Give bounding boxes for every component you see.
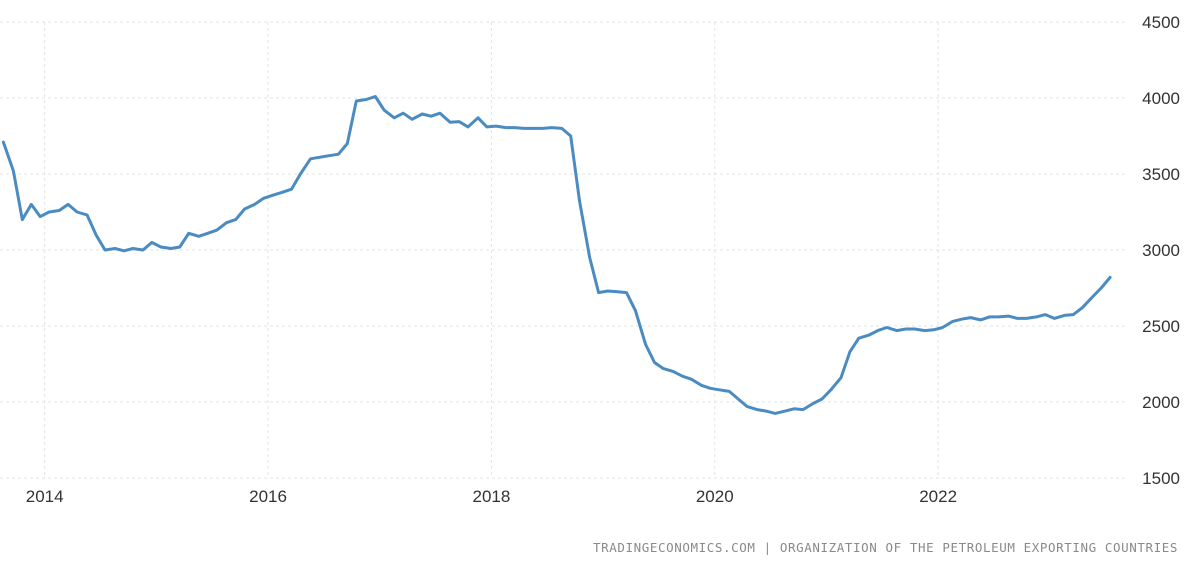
x-tick-label: 2014 xyxy=(26,487,64,506)
y-tick-label: 4000 xyxy=(1142,89,1180,108)
y-tick-label: 4500 xyxy=(1142,13,1180,32)
y-tick-label: 3000 xyxy=(1142,241,1180,260)
series-layer xyxy=(1,95,1112,415)
x-axis-ticks: 2014 2016 2018 2020 2022 xyxy=(26,487,957,506)
source-attribution: TRADINGECONOMICS.COM | ORGANIZATION OF T… xyxy=(593,540,1178,555)
grid-layer xyxy=(0,21,1128,479)
series-line xyxy=(1,95,1112,415)
y-tick-label: 2500 xyxy=(1142,317,1180,336)
y-axis-ticks: 1500 2000 2500 3000 3500 4000 4500 xyxy=(1142,13,1180,488)
y-tick-label: 2000 xyxy=(1142,393,1180,412)
x-tick-label: 2022 xyxy=(919,487,957,506)
x-tick-label: 2016 xyxy=(249,487,287,506)
x-tick-label: 2018 xyxy=(472,487,510,506)
y-tick-label: 3500 xyxy=(1142,165,1180,184)
y-tick-label: 1500 xyxy=(1142,469,1180,488)
x-tick-label: 2020 xyxy=(696,487,734,506)
